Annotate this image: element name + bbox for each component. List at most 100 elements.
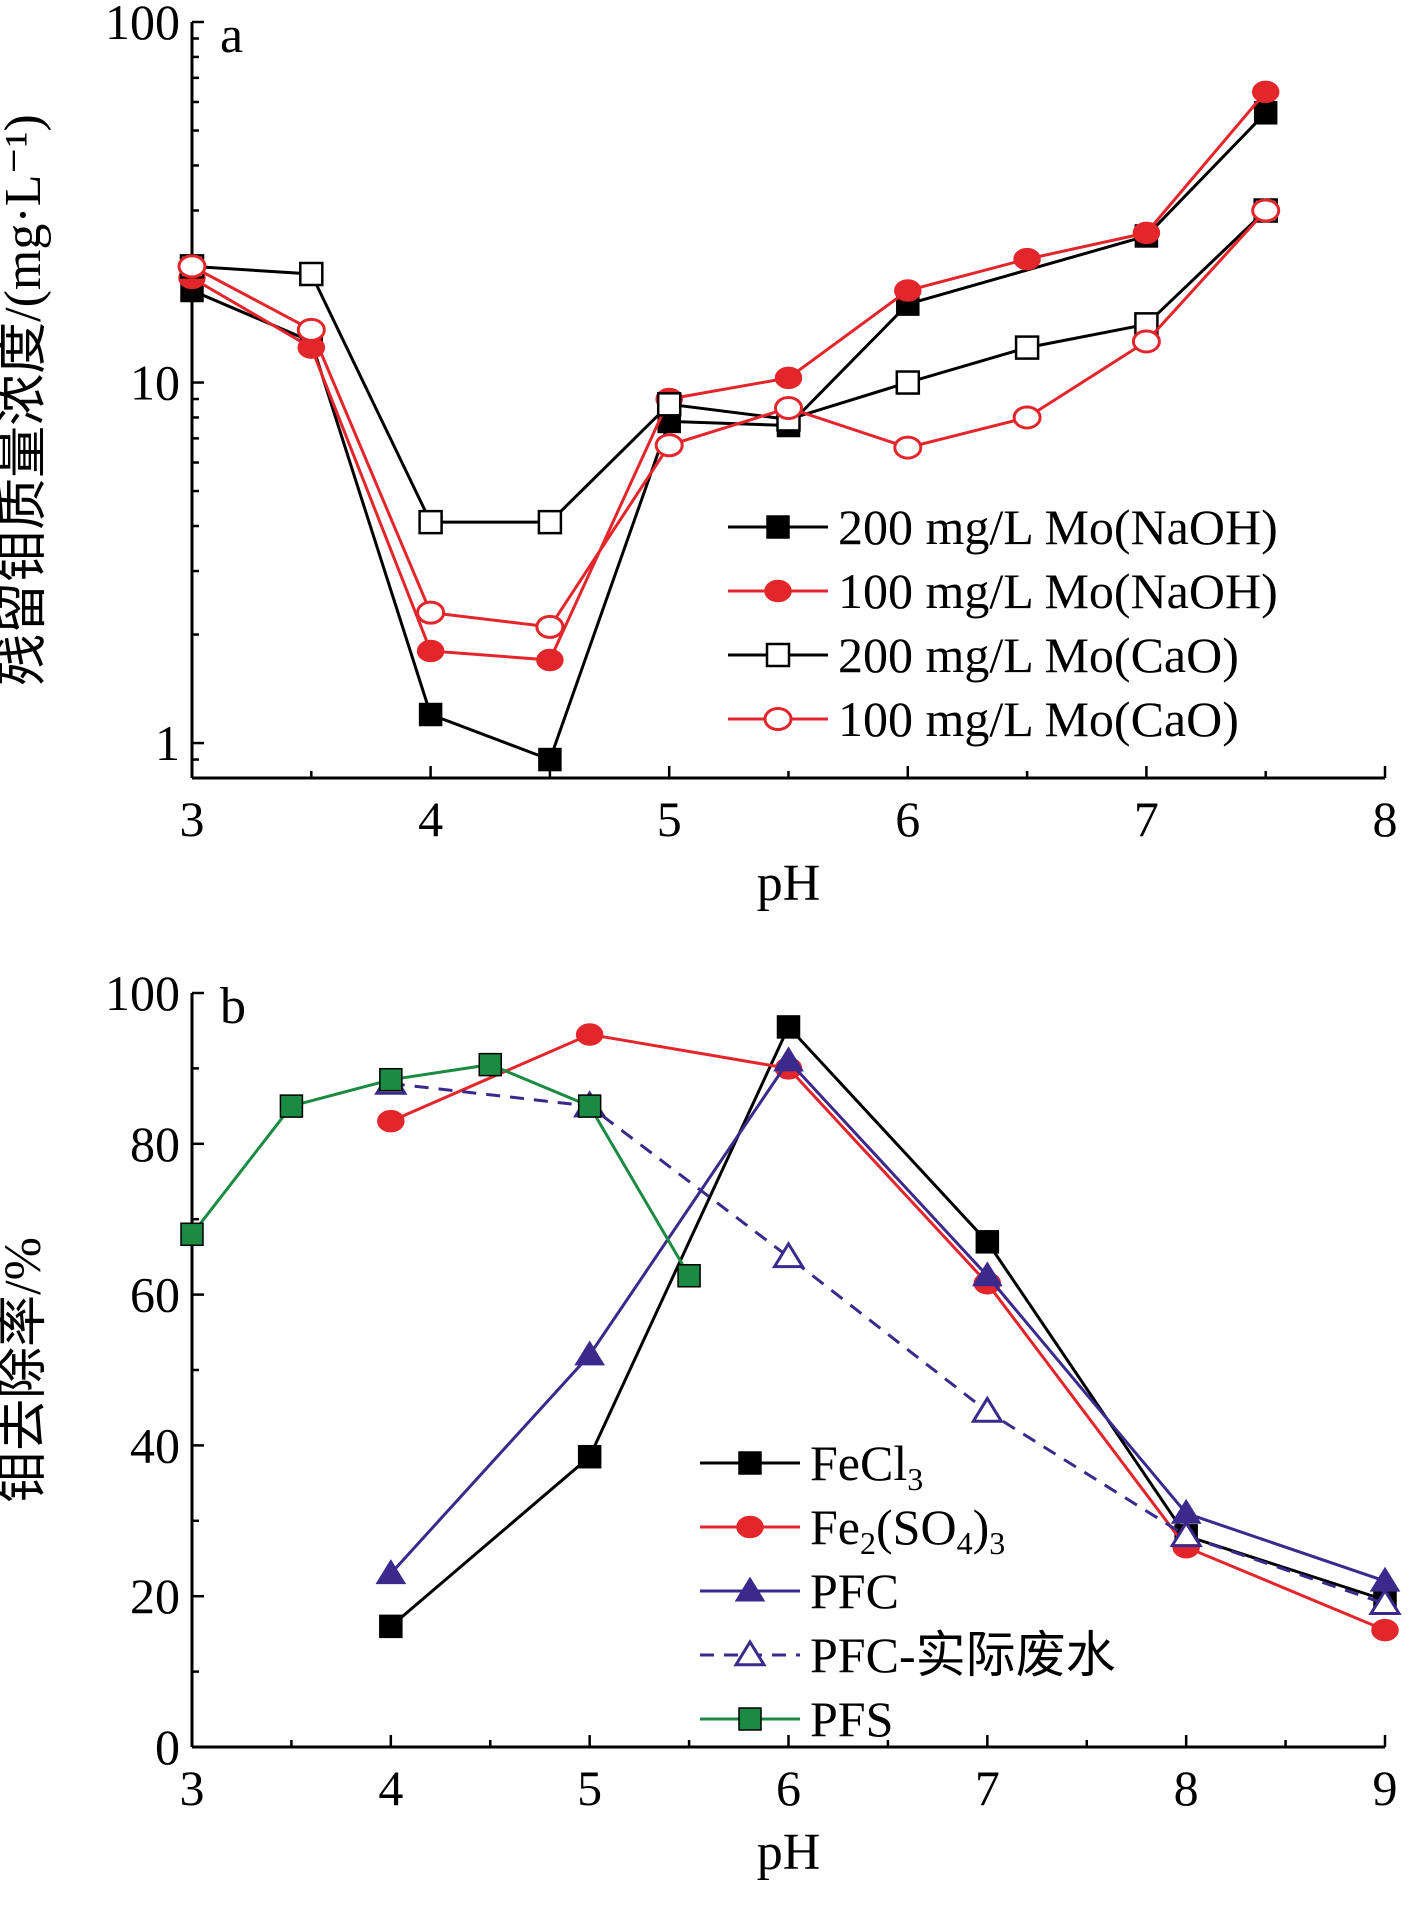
data-point <box>478 1052 502 1077</box>
data-point <box>577 1444 602 1469</box>
data-point <box>379 1067 403 1092</box>
y-axis-title: 钼去除率/% <box>0 1237 52 1503</box>
legend-subscript: 2 <box>860 1525 876 1561</box>
data-point <box>1371 1618 1399 1642</box>
data-point <box>279 1094 304 1118</box>
legend-text-part: 200 mg/L Mo(NaOH) <box>838 499 1278 555</box>
data-point <box>1169 1520 1203 1548</box>
legend-marker <box>734 1576 766 1602</box>
chart-panel-a: 3 4 5 6 7 8 1 10 100 pH 残留钼质量浓度/(mg·L⁻¹) a 200 mg/L … <box>0 0 1398 912</box>
panel-label: b <box>220 978 246 1035</box>
data-point <box>774 395 803 420</box>
y-axis-title: 残留钼质量浓度/(mg·L⁻¹) <box>0 114 52 686</box>
series-2 <box>179 198 1278 535</box>
y-tick-label: 100 <box>105 0 180 50</box>
series-line <box>390 1082 1386 1606</box>
legend-item: PFC <box>700 1563 899 1619</box>
data-point <box>1253 101 1278 125</box>
data-point <box>296 317 326 342</box>
legend-marker <box>733 1639 767 1667</box>
data-point <box>577 1094 602 1118</box>
series-3 <box>177 198 1281 639</box>
data-point <box>773 1046 804 1072</box>
legend-item: FeCl3 <box>700 1435 923 1497</box>
legend-label: 100 mg/L Mo(CaO) <box>838 691 1239 747</box>
data-point <box>771 1241 806 1269</box>
x-axis-title: pH <box>757 855 821 912</box>
data-point <box>575 1023 604 1046</box>
data-point <box>377 1109 405 1133</box>
legend-marker <box>736 1515 764 1539</box>
legend-item: 200 mg/L Mo(CaO) <box>728 627 1239 683</box>
data-point <box>537 509 563 535</box>
data-point <box>180 1222 204 1247</box>
data-point <box>656 392 682 417</box>
legend-text-part: Fe <box>810 1499 860 1555</box>
legend-text-part: 200 mg/L Mo(CaO) <box>838 627 1239 683</box>
legend-text-part: PFC-实际废水 <box>810 1627 1116 1683</box>
legend-marker <box>766 515 790 539</box>
y-tick-label: 0 <box>155 1719 180 1775</box>
data-point <box>893 435 923 460</box>
y-tick-label: 20 <box>130 1568 180 1624</box>
data-point <box>1012 405 1042 430</box>
x-axis-title: pH <box>757 1824 821 1881</box>
data-point <box>375 1559 407 1585</box>
y-tick-label: 40 <box>130 1417 180 1473</box>
x-tick-label: 5 <box>577 1760 602 1816</box>
data-point <box>774 366 803 390</box>
legend-item: Fe2(SO4)3 <box>700 1499 1005 1561</box>
legend-marker <box>765 642 791 668</box>
y-tick-label: 100 <box>105 965 180 1021</box>
legend-marker <box>738 1707 762 1731</box>
legend-text-part: 100 mg/L Mo(CaO) <box>838 691 1239 747</box>
data-point <box>418 702 443 727</box>
legend-text-part: PFC <box>810 1563 899 1619</box>
legend-marker <box>738 1451 762 1475</box>
data-point <box>535 614 565 639</box>
data-point <box>1014 335 1040 360</box>
panel-label: a <box>220 7 243 64</box>
x-tick-label: 8 <box>1373 791 1398 847</box>
data-point <box>1251 80 1280 104</box>
legend-label: 200 mg/L Mo(CaO) <box>838 627 1239 683</box>
y-tick-label: 1 <box>155 715 180 771</box>
legend-text-part: 100 mg/L Mo(NaOH) <box>838 563 1278 619</box>
y-tick-label: 10 <box>130 355 180 411</box>
x-tick-label: 6 <box>776 1760 801 1816</box>
legend-text-part: FeCl <box>810 1435 907 1491</box>
data-point <box>416 600 446 625</box>
legend-text-part: PFS <box>810 1691 893 1747</box>
data-point <box>538 747 562 772</box>
series-4 <box>180 1052 701 1288</box>
legend-marker <box>764 579 792 603</box>
legend-item: PFC-实际废水 <box>700 1627 1116 1683</box>
data-point <box>1132 221 1161 245</box>
legend-label: Fe2(SO4)3 <box>810 1499 1005 1561</box>
x-tick-label: 9 <box>1373 1760 1398 1816</box>
x-tick-label: 8 <box>1174 1760 1199 1816</box>
data-point <box>1369 1566 1401 1592</box>
legend-label: PFS <box>810 1691 893 1747</box>
data-point <box>1368 1587 1402 1615</box>
series-line <box>190 1063 691 1277</box>
legend-label: 200 mg/L Mo(NaOH) <box>838 499 1278 555</box>
data-point <box>418 509 443 535</box>
series-line <box>191 209 1267 629</box>
data-point <box>894 279 922 302</box>
data-point <box>416 639 445 663</box>
legend-item: 200 mg/L Mo(NaOH) <box>728 499 1278 555</box>
data-point <box>654 433 684 458</box>
legend-label: FeCl3 <box>810 1435 923 1497</box>
legend-subscript: 4 <box>957 1525 973 1561</box>
x-tick-label: 7 <box>1134 791 1159 847</box>
x-tick-label: 7 <box>975 1760 1000 1816</box>
data-point <box>536 648 564 672</box>
x-tick-label: 6 <box>895 791 920 847</box>
series-line <box>191 90 1267 662</box>
series-2 <box>375 1046 1401 1592</box>
x-tick-label: 5 <box>657 791 682 847</box>
data-point <box>1251 198 1281 223</box>
series-1 <box>178 80 1280 672</box>
legend-text-part: ) <box>973 1499 990 1555</box>
